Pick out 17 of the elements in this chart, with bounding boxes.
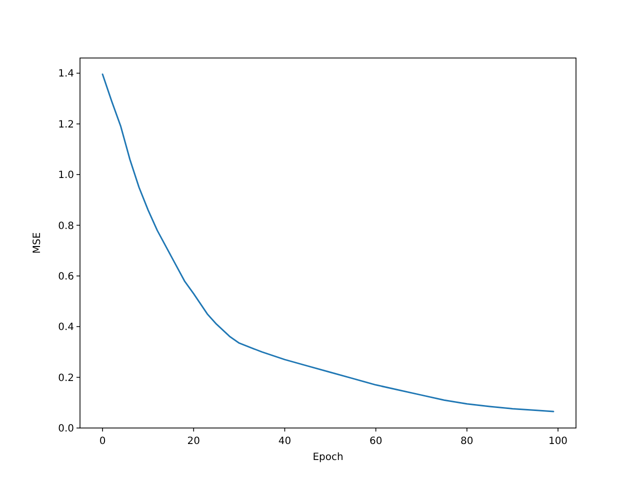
x-tick-label: 0 bbox=[99, 436, 106, 447]
y-axis-title: MSE bbox=[32, 232, 43, 254]
y-tick-label: 0.6 bbox=[58, 271, 74, 282]
y-tick-label: 0.0 bbox=[58, 424, 74, 434]
y-tick-label: 0.8 bbox=[58, 220, 74, 232]
x-axis-title: Epoch bbox=[312, 452, 344, 463]
x-tick-label: 20 bbox=[187, 436, 200, 447]
x-tick-label: 60 bbox=[369, 436, 382, 447]
x-tick-label: 80 bbox=[460, 436, 474, 447]
x-tick-label: 40 bbox=[278, 436, 292, 447]
y-tick-label: 1.0 bbox=[58, 170, 74, 182]
y-tick-label: 1.2 bbox=[58, 119, 74, 130]
y-tick-label: 1.4 bbox=[58, 68, 74, 80]
y-tick-label: 0.2 bbox=[58, 372, 74, 384]
line-series bbox=[102, 73, 554, 412]
y-tick-label: 0.4 bbox=[58, 322, 74, 334]
x-tick-label: 100 bbox=[548, 436, 568, 447]
